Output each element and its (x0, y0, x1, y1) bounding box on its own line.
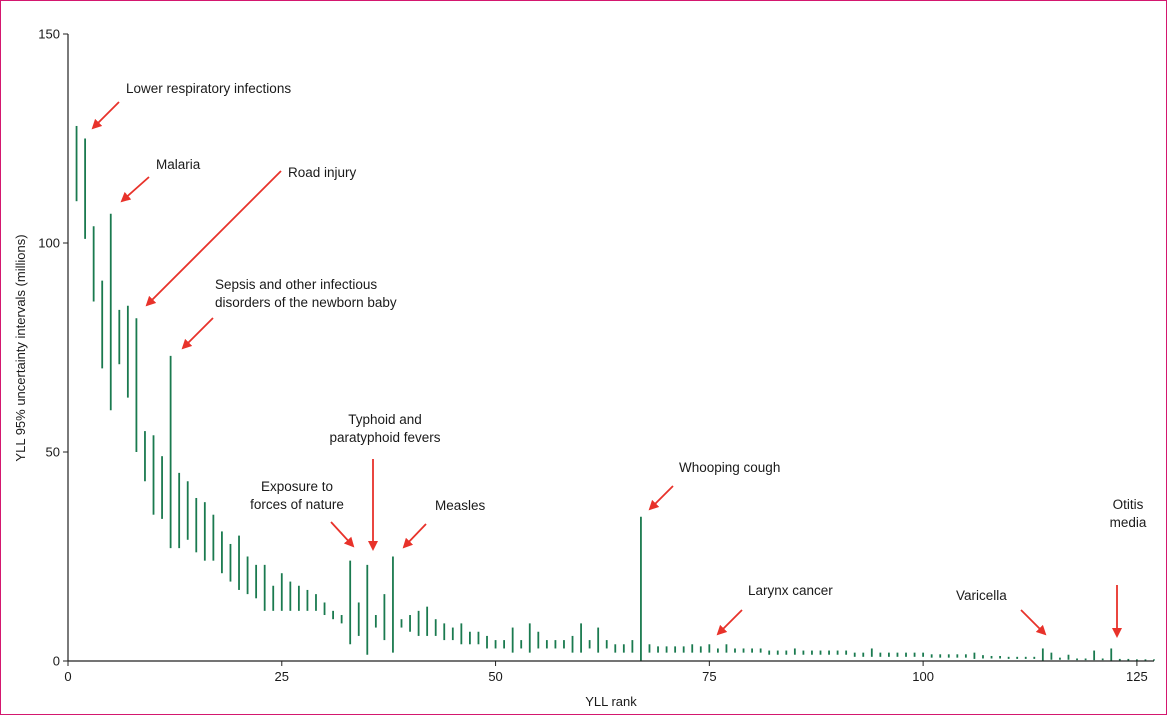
annotation-line: disorders of the newborn baby (215, 295, 397, 310)
annotation-line: Whooping cough (679, 460, 780, 475)
annotation-line: Road injury (288, 165, 357, 180)
x-tick-label: 125 (1126, 669, 1148, 684)
annotation-arrow (145, 170, 282, 307)
annotation-label: Varicella (956, 588, 1007, 603)
x-tick-label: 25 (275, 669, 289, 684)
annotation-line: Malaria (156, 157, 201, 172)
annotation-arrow (91, 101, 120, 130)
x-tick-label: 100 (912, 669, 934, 684)
annotation-line: Larynx cancer (748, 583, 833, 598)
annotation-line: Sepsis and other infectious (215, 277, 377, 292)
interval-series (75, 125, 1155, 661)
annotation-line: Typhoid and (348, 412, 422, 427)
x-axis-label: YLL rank (585, 694, 637, 709)
annotation-arrow (716, 609, 743, 636)
annotation-arrow (402, 523, 427, 549)
annotation-line: Varicella (956, 588, 1007, 603)
y-tick-label: 150 (38, 27, 60, 42)
annotation-line: Measles (435, 498, 486, 513)
x-tick-label: 0 (64, 669, 71, 684)
annotation-line: Otitis (1113, 497, 1144, 512)
axis-ticks: 0 25 50 75 100 125 0 50 100 150 (38, 27, 1147, 685)
annotations: Lower respiratory infections Malaria Road … (91, 81, 1147, 638)
annotation-label: Malaria (156, 157, 201, 172)
annotation-arrow (330, 521, 355, 548)
annotation-label: Larynx cancer (748, 583, 833, 598)
annotation-line: Exposure to (261, 479, 333, 494)
annotation-arrow (181, 317, 214, 350)
annotation-label: Lower respiratory infections (126, 81, 291, 96)
x-tick-label: 50 (488, 669, 502, 684)
annotation-label: Exposure to forces of nature (250, 479, 344, 512)
y-tick-label: 0 (53, 654, 60, 669)
annotation-label: Typhoid and paratyphoid fevers (329, 412, 440, 445)
annotation-arrow (1020, 609, 1047, 636)
annotation-arrow (648, 485, 674, 511)
y-axis-label: YLL 95% uncertainty intervals (millions) (13, 234, 28, 461)
axes (67, 34, 1154, 662)
annotation-label: Road injury (288, 165, 357, 180)
annotation-line: forces of nature (250, 497, 344, 512)
x-tick-label: 75 (702, 669, 716, 684)
y-tick-label: 100 (38, 236, 60, 251)
annotation-arrow (120, 176, 150, 203)
annotation-label: Measles (435, 498, 486, 513)
annotation-line: paratyphoid fevers (329, 430, 440, 445)
annotation-label: Whooping cough (679, 460, 780, 475)
annotation-label: Otitis media (1110, 497, 1147, 530)
annotation-line: Lower respiratory infections (126, 81, 291, 96)
annotation-line: media (1110, 515, 1147, 530)
y-tick-label: 50 (46, 445, 60, 460)
annotation-label: Sepsis and other infectious disorders of … (215, 277, 397, 310)
